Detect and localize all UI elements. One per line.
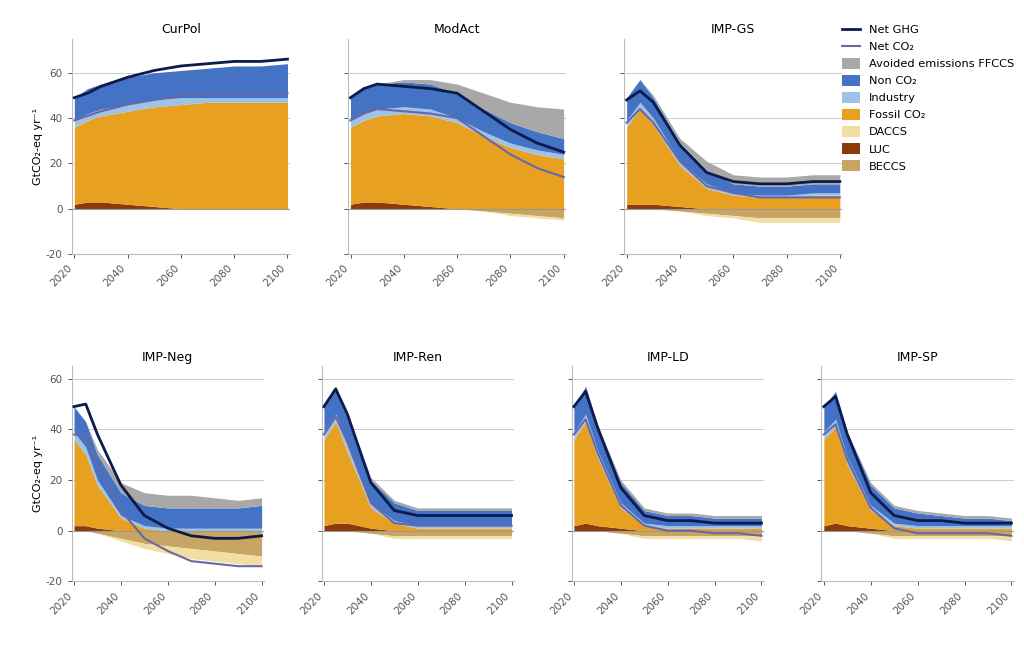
Legend: Net GHG, Net CO₂, Avoided emissions FFCCS, Non CO₂, Industry, Fossil CO₂, DACCS,: Net GHG, Net CO₂, Avoided emissions FFCC… — [838, 19, 1019, 176]
Title: IMP-Neg: IMP-Neg — [142, 351, 194, 364]
Title: IMP-Ren: IMP-Ren — [393, 351, 442, 364]
Title: IMP-LD: IMP-LD — [646, 351, 689, 364]
Title: ModAct: ModAct — [434, 23, 480, 36]
Title: IMP-GS: IMP-GS — [711, 23, 756, 36]
Title: IMP-SP: IMP-SP — [897, 351, 938, 364]
Title: CurPol: CurPol — [161, 23, 201, 36]
Y-axis label: GtCO₂-eq yr⁻¹: GtCO₂-eq yr⁻¹ — [33, 435, 43, 512]
Y-axis label: GtCO₂-eq yr⁻¹: GtCO₂-eq yr⁻¹ — [33, 108, 43, 185]
